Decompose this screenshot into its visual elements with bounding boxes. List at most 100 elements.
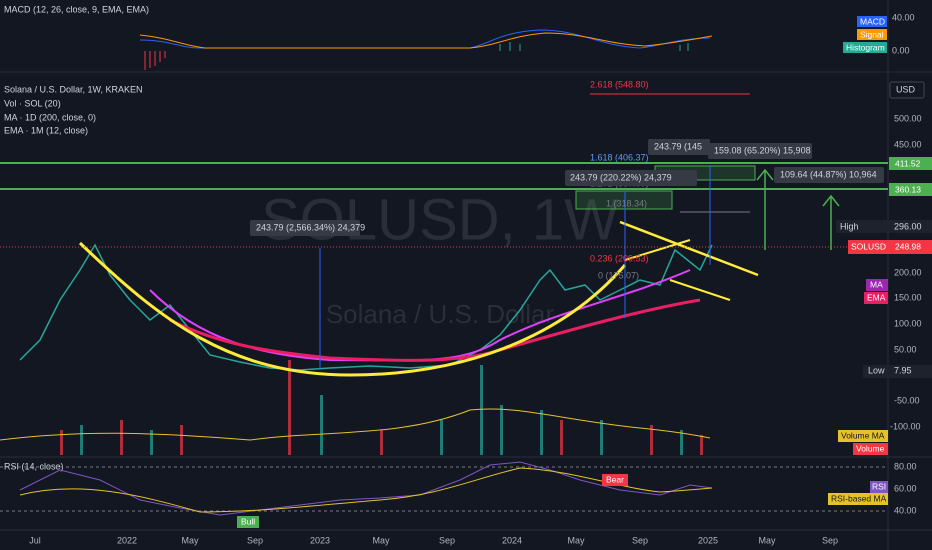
zone	[575, 190, 673, 210]
x-tick-label: 2023	[310, 535, 330, 545]
ma-tag-label: MA	[870, 279, 883, 289]
histogram-tag	[843, 42, 887, 53]
measure-label: 243.79 (2,566.34%) 24,379	[256, 222, 365, 232]
volume-tag	[853, 443, 888, 455]
level-tag	[889, 183, 932, 196]
x-tick-label: May	[567, 535, 585, 545]
x-tick-label: Sep	[439, 535, 455, 545]
target-arrow	[822, 194, 840, 250]
level-tag	[889, 157, 932, 170]
high-tag	[836, 220, 932, 233]
watermark-name: Solana / U.S. Dollar	[326, 299, 555, 329]
volume-ma	[0, 408, 711, 441]
rsi-ma-tag-label: RSI-based MA	[831, 493, 887, 503]
x-tick-label: 2024	[502, 535, 522, 545]
trend-line	[619, 220, 759, 277]
ma-legend: MA · 1D (200, close, 0)	[4, 112, 96, 122]
x-tick-label: 2022	[117, 535, 137, 545]
macd-label: MACD	[860, 16, 885, 26]
volume-bars	[80, 365, 683, 455]
last-price: 248.98	[895, 241, 921, 251]
measure-label: 243.79 (145	[654, 141, 702, 151]
bull-tag	[237, 516, 259, 528]
measure-label: 243.79 (220.22%) 24,379	[570, 172, 672, 182]
macd-tick: 0.00	[892, 45, 910, 55]
price-tick: 50.00	[894, 344, 917, 354]
low-tag	[863, 365, 932, 378]
x-tick-label: May	[181, 535, 199, 545]
volume-legend: Vol · SOL (20)	[4, 98, 61, 108]
price-tick: 200.00	[894, 267, 922, 277]
ma-tag	[866, 279, 888, 291]
price-tick: 500.00	[894, 113, 922, 123]
price-tick: -50.00	[894, 395, 920, 405]
fib-label: 0 (175.07)	[598, 270, 639, 280]
fib-label: 1 (318.34)	[606, 198, 647, 208]
price-line	[19, 243, 713, 371]
level-value: 360.13	[895, 184, 921, 194]
x-tick-label: Jul	[29, 535, 41, 545]
histogram-label: Histogram	[846, 42, 885, 52]
bear-tag	[602, 474, 628, 486]
low-label: Low	[868, 365, 885, 375]
high-value: 296.00	[894, 221, 922, 231]
rsi-line	[19, 461, 713, 516]
trend-line	[669, 279, 731, 301]
volume-ma-label: Volume MA	[841, 430, 885, 440]
volume-ma-tag	[838, 430, 888, 442]
target-arrow	[756, 168, 774, 250]
x-tick-label: Sep	[247, 535, 263, 545]
volume-bars	[60, 360, 703, 455]
measure-box	[565, 170, 697, 186]
price-tick: 450.00	[894, 139, 922, 149]
measure-label: 159.08 (65.20%) 15,908	[714, 145, 811, 155]
rsi-tag	[870, 481, 888, 493]
fib-label: 1.618 (406.37)	[590, 152, 649, 162]
macd-line	[139, 29, 711, 49]
signal-tag	[857, 29, 887, 40]
rsi-ma-tag	[828, 493, 888, 505]
symbol-legend: Solana / U.S. Dollar, 1W, KRAKEN	[4, 84, 143, 94]
ema-tag-label: EMA	[867, 292, 886, 302]
rsi-tag-label: RSI	[872, 481, 886, 491]
symbol-tag: SOLUSD	[851, 241, 886, 251]
x-tick-label: 2025	[698, 535, 718, 545]
ma-line	[169, 298, 701, 362]
rsi-tick: 40.00	[894, 505, 917, 515]
signal-line	[139, 32, 713, 49]
trend-line	[624, 239, 691, 261]
currency[interactable]: USD	[896, 84, 916, 94]
measure-label: 109.64 (44.87%) 10,964	[780, 169, 877, 179]
x-axis: Jul 2022 May Sep 2023 May Sep 2024 May Sep 2025 May…	[29, 535, 838, 545]
cup-curve	[78, 241, 627, 377]
measure-box	[708, 143, 812, 159]
price-tick: -100.00	[890, 421, 921, 431]
x-tick-label: May	[758, 535, 776, 545]
price-tick: 100.00	[894, 318, 922, 328]
signal-label: Signal	[860, 29, 884, 39]
x-tick-label: Sep	[822, 535, 838, 545]
histogram	[144, 51, 166, 70]
rsi-tick: 60.00	[894, 483, 917, 493]
bull-label: Bull	[241, 516, 255, 526]
level-value: 411.52	[895, 158, 921, 168]
measure-box	[250, 220, 360, 236]
macd-tag	[857, 16, 887, 27]
rsi-ma-line	[19, 467, 713, 513]
macd-legend: MACD (12, 26, close, 9, EMA, EMA)	[4, 4, 149, 14]
x-tick-label: Sep	[632, 535, 648, 545]
ema-tag	[864, 292, 888, 304]
low-value: 7.95	[894, 365, 912, 375]
currency-box[interactable]	[889, 81, 925, 99]
watermark: SOLUSD, 1W	[261, 187, 619, 252]
high-label: High	[840, 221, 859, 231]
measure-box	[774, 167, 884, 183]
x-tick-label: May	[372, 535, 390, 545]
rsi-legend: RSI (14, close)	[4, 461, 64, 471]
macd-tick: 40.00	[892, 12, 915, 22]
last-tag	[848, 240, 932, 254]
fib-label: 0.236 (209.53)	[590, 253, 649, 263]
price-tick: 150.00	[894, 292, 922, 302]
measure-box	[648, 139, 710, 155]
